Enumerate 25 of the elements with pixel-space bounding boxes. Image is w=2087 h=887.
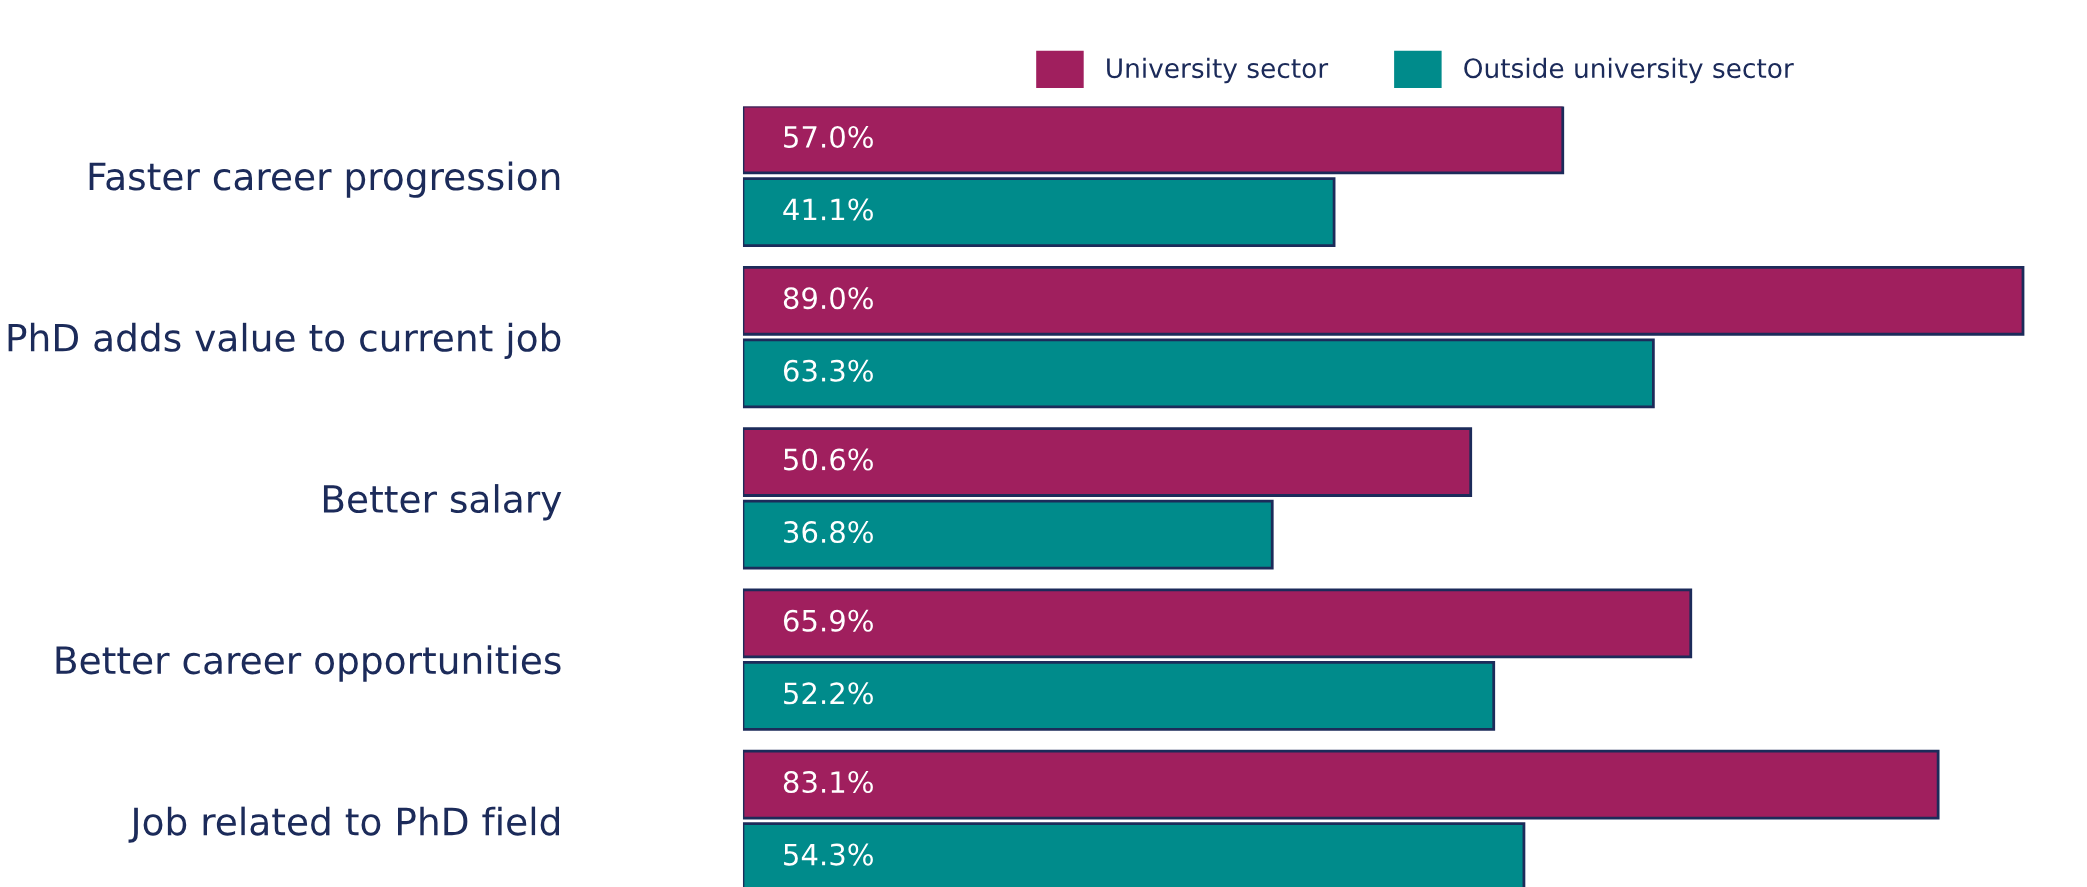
data-label: 52.2%: [784, 682, 873, 705]
y-tick-label: Job related to PhD field: [128, 806, 560, 843]
y-tick-label: Better career opportunities: [56, 645, 561, 682]
legend-label: Outside university sector: [1464, 57, 1794, 84]
data-label: 89.0%: [783, 287, 873, 310]
y-tick-label: Faster career progression: [89, 161, 560, 198]
data-label: 50.6%: [784, 448, 873, 471]
bar: [742, 588, 1693, 659]
data-label: 36.8%: [784, 521, 873, 544]
data-label: 63.3%: [783, 359, 873, 382]
bar: [742, 427, 1473, 497]
bar: [742, 499, 1274, 570]
data-label: 65.9%: [783, 609, 873, 632]
y-tick-label: Better salary: [323, 484, 562, 521]
bar: [742, 106, 1565, 175]
bar: [742, 338, 1655, 409]
y-tick-label: PhD adds value to current job: [8, 322, 561, 360]
legend-label: University sector: [1107, 57, 1329, 84]
data-label: 41.1%: [783, 198, 873, 221]
bar: [742, 265, 2025, 336]
bar: [742, 661, 1496, 731]
data-label: 57.0%: [784, 125, 873, 148]
bar: [742, 177, 1336, 247]
data-label: 83.1%: [783, 770, 873, 794]
data-label: 54.3%: [784, 843, 873, 866]
